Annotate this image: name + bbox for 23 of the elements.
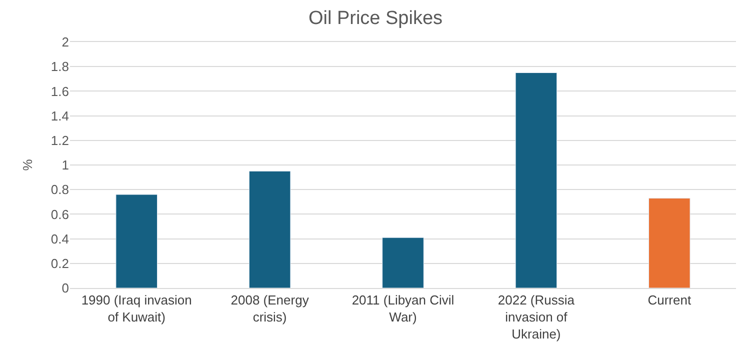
- y-tick-label: 0.2: [50, 256, 69, 271]
- y-tick-label: 1.4: [50, 108, 69, 124]
- y-tick-label: 1.2: [50, 132, 69, 148]
- bar: [648, 198, 690, 288]
- bar: [248, 170, 291, 288]
- x-tick-label: Current: [648, 292, 692, 308]
- chart-title: Oil Price Spikes: [308, 8, 443, 29]
- x-tick-label: 1990 (Iraq invasion of Kuwait): [81, 292, 192, 324]
- bar: [515, 72, 558, 288]
- y-tick-label: 1: [62, 158, 69, 173]
- y-tick-label: 2: [62, 34, 69, 50]
- y-tick-label: 0.6: [50, 206, 69, 222]
- y-tick-label: 0.8: [50, 182, 69, 198]
- x-tick-label: 2022 (Russia invasion of Ukraine): [498, 292, 576, 342]
- bar: [382, 237, 424, 288]
- y-tick-label: 1.6: [50, 84, 69, 99]
- y-tick-label: 0: [62, 280, 69, 296]
- y-tick-label: 1.8: [50, 59, 69, 74]
- x-tick-label: 2008 (Energy crisis): [230, 292, 310, 324]
- y-axis-title: %: [20, 158, 35, 171]
- y-tick-label: 0.4: [50, 231, 69, 246]
- bar: [116, 194, 158, 288]
- x-tick-label: 2011 (Libyan Civil War): [352, 292, 454, 324]
